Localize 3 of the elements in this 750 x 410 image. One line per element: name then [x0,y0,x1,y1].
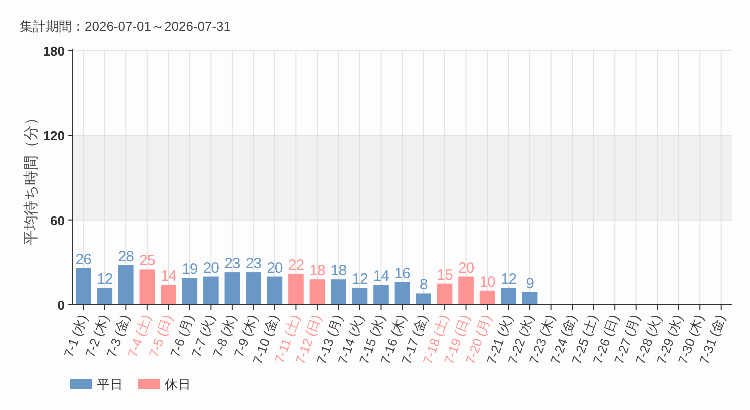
title: 集計期間：2026-07-01～2026-07-31 [20,19,231,34]
legend-label: 平日 [97,377,123,392]
legend-label: 休日 [165,377,191,392]
